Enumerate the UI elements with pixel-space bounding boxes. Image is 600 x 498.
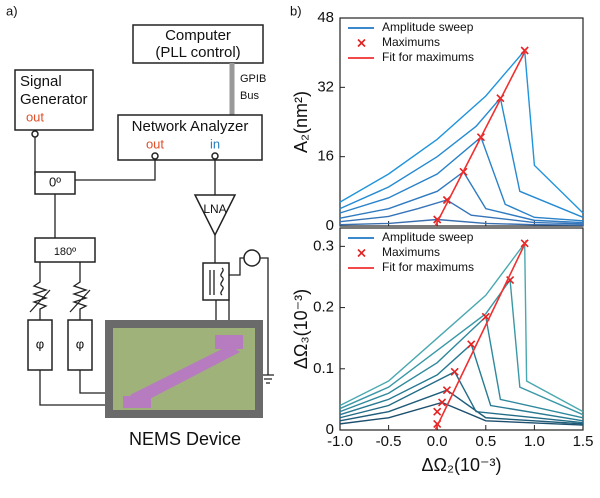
legend-marker xyxy=(357,248,366,258)
panel-label: b) xyxy=(290,3,302,18)
splitter-label: 0º xyxy=(49,174,61,189)
port xyxy=(211,152,219,160)
amplifier xyxy=(193,194,237,237)
y-tick-label: 0.1 xyxy=(313,360,334,377)
legend-label: Maximums xyxy=(382,245,440,259)
device-label: NEMS Device xyxy=(129,429,241,449)
generator-label: Generator xyxy=(20,91,88,108)
maximum-marker xyxy=(442,386,451,395)
hybrid-box xyxy=(34,237,96,263)
hybrid-label: 180º xyxy=(54,246,76,258)
y-tick-label: 0 xyxy=(326,421,334,438)
sweep-curve xyxy=(339,278,584,416)
wire xyxy=(34,137,216,263)
fit-line xyxy=(434,47,528,227)
x-tick-label: 0.5 xyxy=(475,433,496,450)
x-tick-label: 1.0 xyxy=(524,433,545,450)
bus-label: GPIB xyxy=(240,73,266,85)
voltage-source xyxy=(243,249,261,267)
plot-frame xyxy=(339,17,584,227)
sweep-curve xyxy=(339,96,584,218)
sweep-curve xyxy=(339,218,584,226)
analyzer-label: Network Analyzer xyxy=(132,118,249,135)
splitter-box xyxy=(34,171,76,195)
port-label: in xyxy=(210,136,220,151)
y-tick-label: 48 xyxy=(317,9,334,26)
computer-label: (PLL control) xyxy=(155,44,240,61)
x-tick-label: 0.0 xyxy=(427,433,448,450)
legend-marker xyxy=(357,38,366,48)
computer-box xyxy=(132,24,264,64)
x-tick-label: -0.5 xyxy=(376,433,402,450)
legend-label: Fit for maximums xyxy=(382,260,474,274)
maximum-marker xyxy=(437,398,447,407)
y-axis-label: A₂(nm²) xyxy=(291,91,311,153)
computer-label: Computer xyxy=(165,27,231,44)
fit-line xyxy=(434,239,528,431)
attenuator xyxy=(29,262,91,320)
wire xyxy=(209,257,269,375)
port-label: out xyxy=(26,109,44,124)
generator-label: Signal xyxy=(20,73,62,90)
legend-label: Fit for maximums xyxy=(382,50,474,64)
legend-label: Amplitude sweep xyxy=(382,20,474,34)
phase-box xyxy=(67,319,93,371)
y-tick-label: 32 xyxy=(317,78,334,95)
port xyxy=(151,152,159,160)
device-beam xyxy=(130,345,240,404)
y-tick-label: 16 xyxy=(317,148,334,165)
y-tick-label: 0.3 xyxy=(313,237,334,254)
sweep-curve xyxy=(339,48,584,214)
ground xyxy=(262,374,274,384)
network-analyzer-box xyxy=(117,114,263,161)
phase-box xyxy=(27,319,53,371)
bias-tee xyxy=(202,262,230,301)
y-axis-label: ΔΩ₃(10⁻³) xyxy=(291,289,311,369)
maximum-marker xyxy=(467,340,476,349)
port xyxy=(31,130,39,138)
sweep-curve xyxy=(339,135,584,222)
signal-generator-box xyxy=(14,69,94,131)
x-tick-label: 1.5 xyxy=(573,433,594,450)
device-pad xyxy=(215,335,243,349)
panel-a: a) Computer (PLL control) GPIB Bus Signa… xyxy=(6,3,274,449)
bus-label: Bus xyxy=(240,90,259,102)
y-tick-label: 0.2 xyxy=(313,299,334,316)
amplifier-label: LNA xyxy=(203,202,226,216)
x-axis-label: ΔΩ₂(10⁻³) xyxy=(422,455,502,475)
sweep-curve xyxy=(339,343,584,422)
sweep-curve xyxy=(339,315,584,419)
sweep-curve xyxy=(339,241,584,413)
maximum-marker xyxy=(433,407,442,416)
legend-label: Maximums xyxy=(382,35,440,49)
device-pad xyxy=(123,396,151,408)
sweep-curve xyxy=(339,170,584,224)
x-tick-label: -1.0 xyxy=(327,433,353,450)
phase-label: φ xyxy=(36,336,44,351)
plot-frame xyxy=(339,227,584,431)
legend-label: Amplitude sweep xyxy=(382,230,474,244)
panel-label: a) xyxy=(6,3,18,18)
y-tick-label: 0 xyxy=(326,217,334,234)
maximum-marker xyxy=(450,367,459,376)
port-label: out xyxy=(146,136,164,151)
phase-label: φ xyxy=(76,336,84,351)
